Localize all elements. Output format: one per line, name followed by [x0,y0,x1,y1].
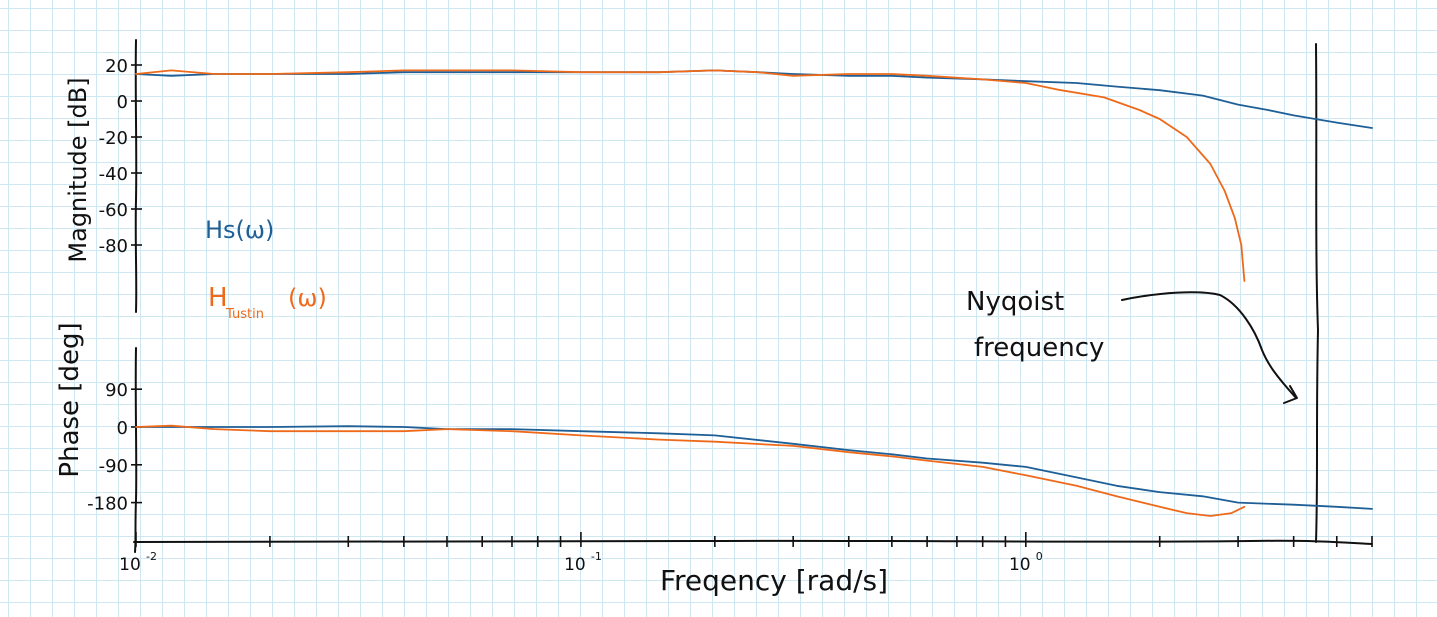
phase-series-tustin [135,424,1246,517]
magnitude-tick-label: -80 [99,236,128,257]
phase-y-axis [134,347,138,553]
nyquist-label-line1: Nyqoist [966,287,1064,317]
x-axis-label: Freqency [rad/s] [660,564,888,597]
legend-hs: Hs(ω) [205,216,274,244]
phase-series-hs [135,425,1373,510]
magnitude-ticks: 20 0 -20 -40 -60 -80 [99,56,142,257]
magnitude-tick-label: -20 [99,128,128,149]
nyquist-label-line2: frequency [974,333,1104,363]
nyquist-arrowhead [1283,385,1298,404]
series-layer [135,69,1373,517]
legend-tustin-main: H [208,283,228,313]
x-tick-label-exponent: -2 [146,550,157,563]
x-tick-label-exponent: -1 [591,550,602,563]
magnitude-y-axis [134,39,138,313]
x-tick-label: 10 0 [1009,550,1043,575]
magnitude-tick-label: 20 [105,56,128,77]
phase-axis-label: Phase [deg] [55,322,85,477]
x-tick-label: 10 -2 [119,550,157,575]
x-tick-label-base: 10 [1009,555,1031,575]
magnitude-series-hs [135,69,1373,129]
magnitude-tick-label: 0 [117,92,128,113]
x-tick-label-base: 10 [564,555,586,575]
frequency-x-axis [133,539,1373,545]
magnitude-axis-label: Magnitude [dB] [64,77,92,262]
phase-ticks: 90 0 -90 -180 [87,380,142,515]
nyquist-arrow [1121,291,1297,399]
magnitude-tick-label: -40 [99,164,128,185]
phase-tick-label: -90 [99,456,128,477]
magnitude-series-tustin [135,69,1246,282]
legend-tustin: H Tustin (ω) [208,283,327,322]
phase-tick-label: 90 [105,380,128,401]
phase-tick-label: 0 [117,418,128,439]
magnitude-tick-label: -60 [99,200,128,221]
x-tick-label-exponent: 0 [1036,550,1043,563]
phase-tick-label: -180 [87,494,128,515]
x-ticks: 10 -2 10 -1 10 0 [119,532,1373,575]
legend-tustin-sub: Tustin [225,307,264,322]
x-tick-label: 10 -1 [564,550,602,575]
legend-tustin-tail: (ω) [288,284,327,312]
nyquist-line [1315,43,1319,543]
x-tick-label-base: 10 [119,555,141,575]
